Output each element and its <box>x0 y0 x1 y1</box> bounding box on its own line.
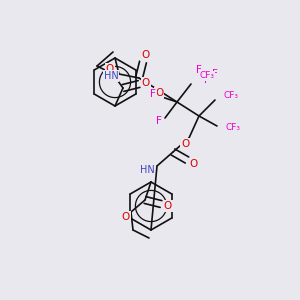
Text: O: O <box>122 212 130 222</box>
Text: F: F <box>150 89 156 99</box>
Text: F: F <box>156 116 162 126</box>
Text: CF₃: CF₃ <box>224 92 238 100</box>
Text: F: F <box>204 75 210 85</box>
Text: HN: HN <box>103 71 118 81</box>
Text: CF₃: CF₃ <box>226 124 241 133</box>
Text: O: O <box>189 159 197 169</box>
Text: O: O <box>106 64 114 74</box>
Text: HN: HN <box>140 165 154 175</box>
Text: F: F <box>196 65 202 75</box>
Text: CF₃: CF₃ <box>200 71 214 80</box>
Text: O: O <box>142 78 150 88</box>
Text: O: O <box>141 50 149 60</box>
Text: O: O <box>181 139 189 149</box>
Text: O: O <box>155 88 163 98</box>
Text: F: F <box>212 69 218 79</box>
Text: O: O <box>164 201 172 211</box>
